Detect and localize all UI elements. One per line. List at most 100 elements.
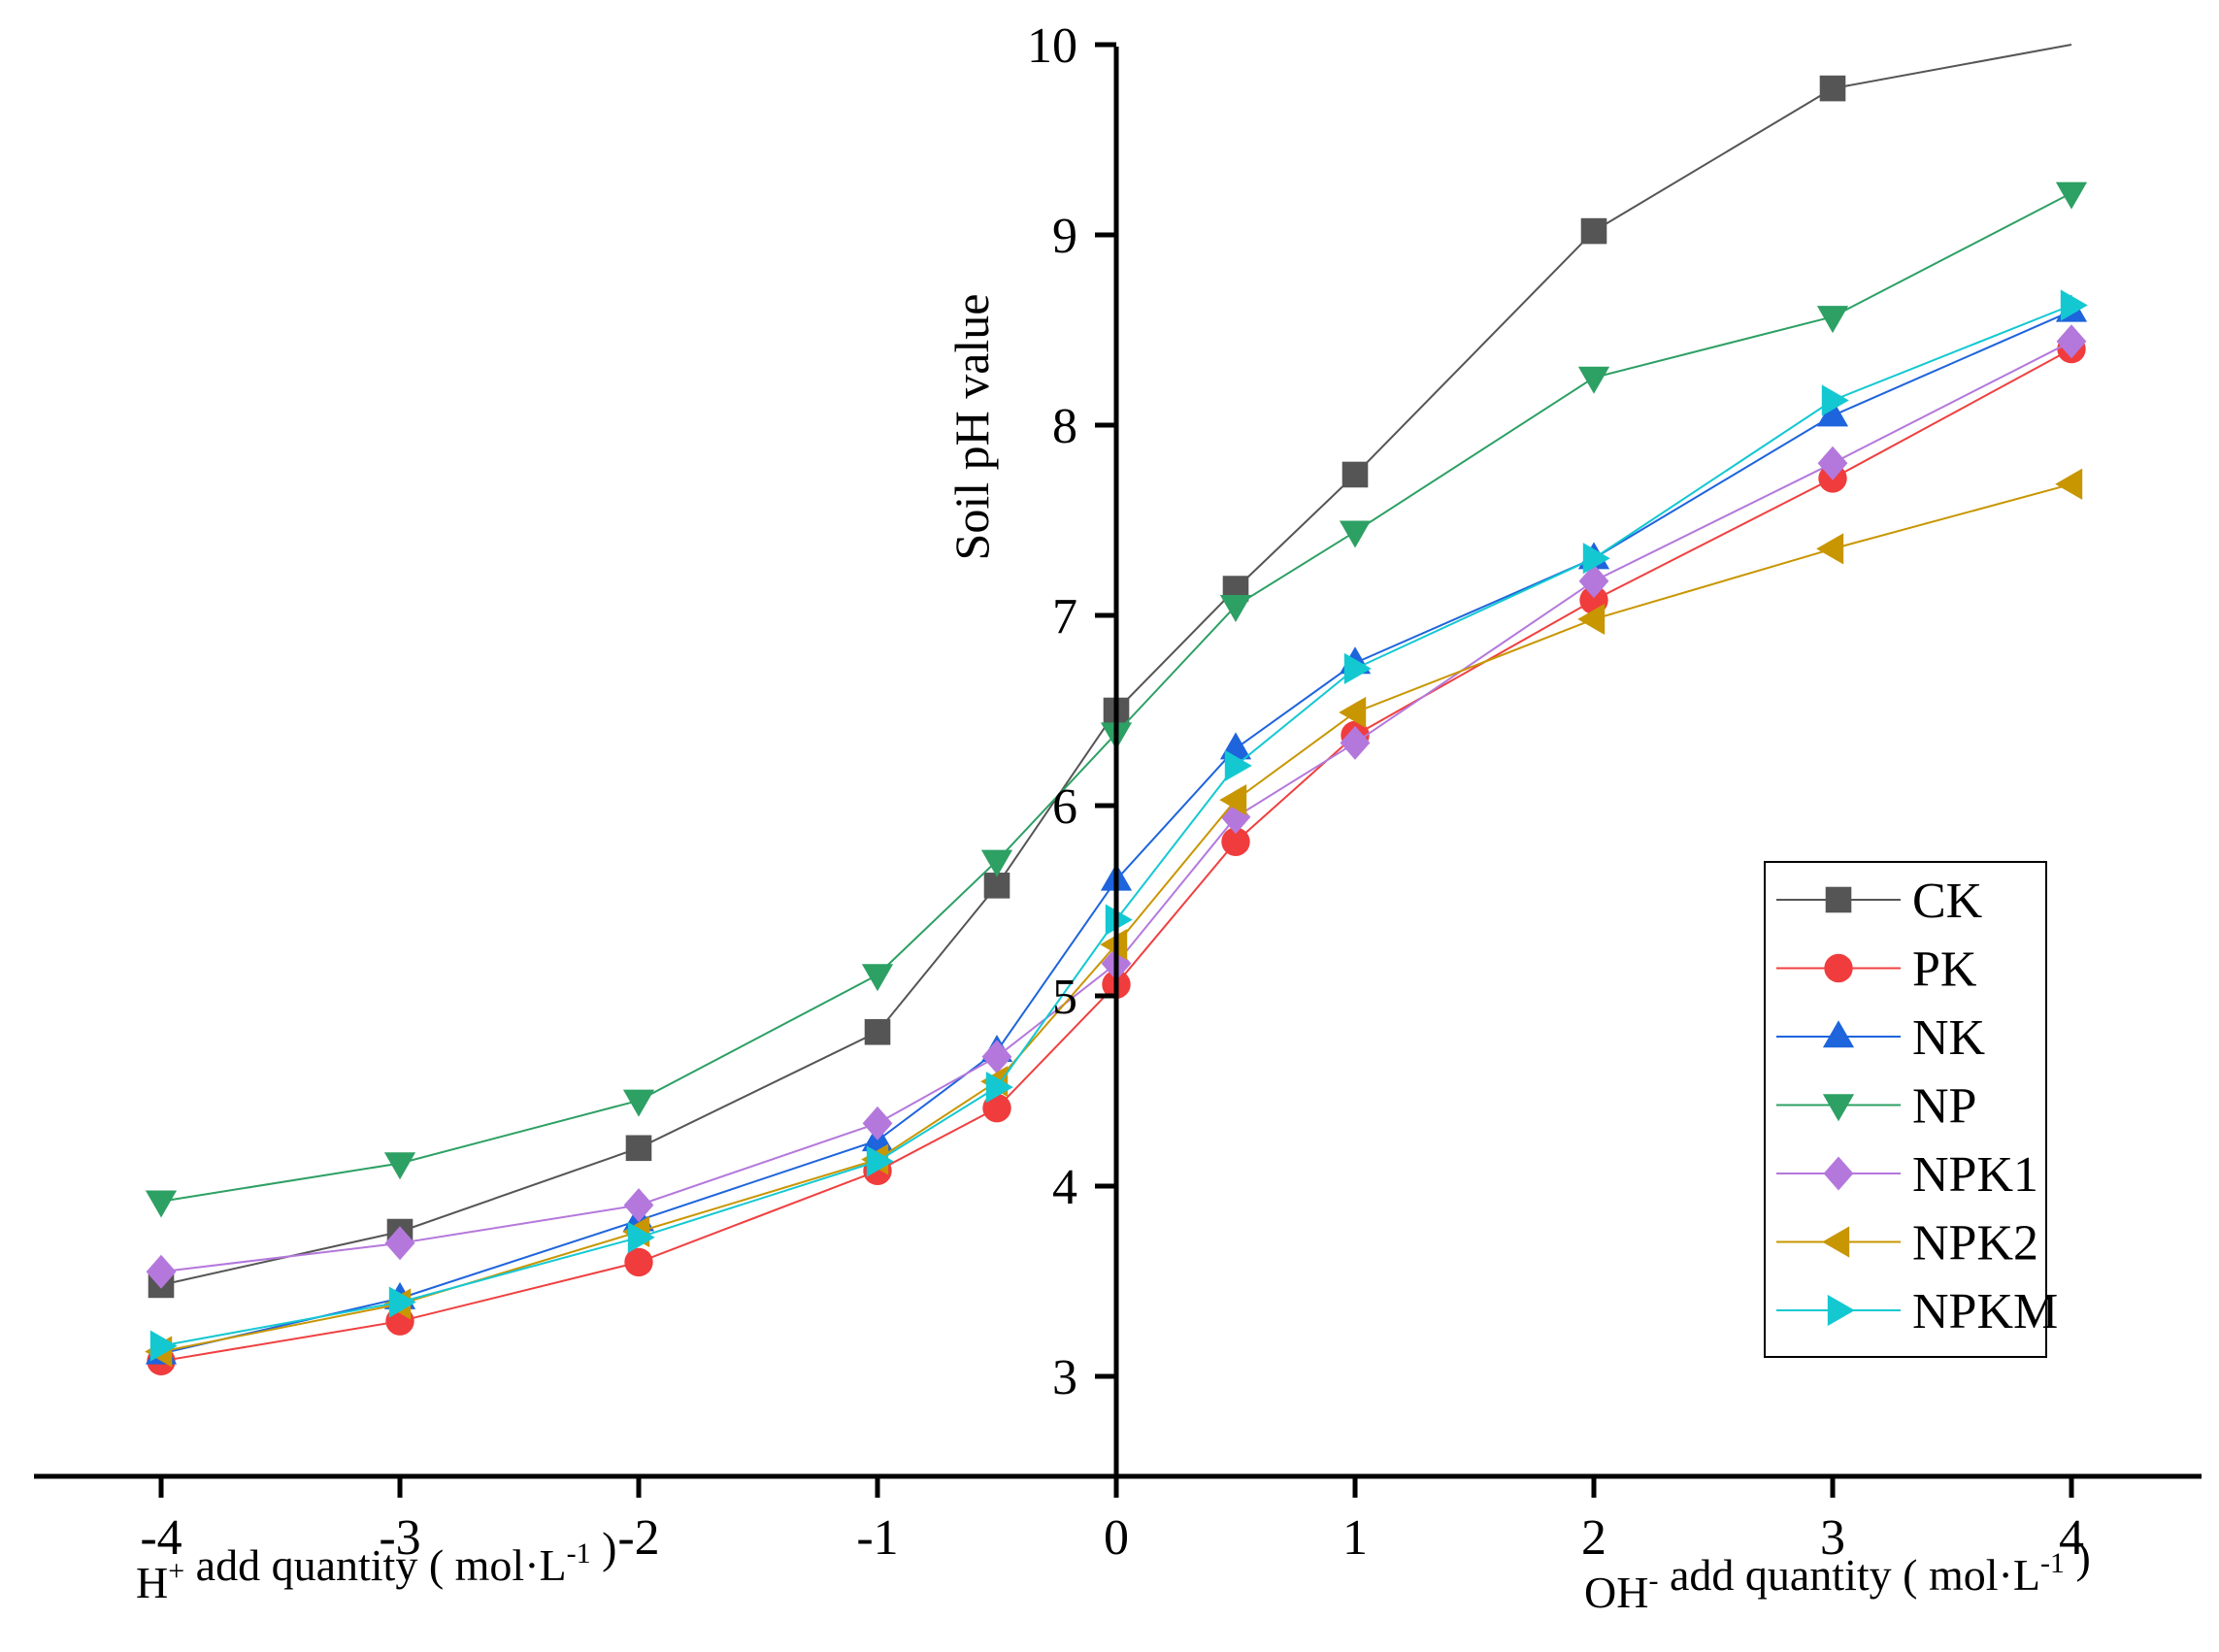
x-tick-label: -1 <box>856 1510 898 1566</box>
marker-npk2-8 <box>1577 603 1606 636</box>
marker-npk2-7 <box>1339 696 1367 729</box>
marker-npk1-0 <box>146 1254 177 1289</box>
marker-npk1-9 <box>1817 446 1848 480</box>
y-tick-label: 4 <box>1052 1160 1077 1215</box>
title-part: ) <box>591 1523 617 1572</box>
marker-npk2-5 <box>1100 928 1128 961</box>
x-tick-label: -4 <box>140 1510 182 1566</box>
marker-npkm-10 <box>2060 289 2088 321</box>
x-tick-label: -3 <box>379 1510 420 1566</box>
legend-label-np: NP <box>1912 1079 1976 1135</box>
legend-marker-pk <box>1824 953 1853 983</box>
marker-npkm-0 <box>149 1330 178 1362</box>
marker-npk1-4 <box>981 1040 1012 1074</box>
y-tick-label: 3 <box>1052 1350 1077 1405</box>
marker-np-3 <box>861 964 894 992</box>
superscript: -1 <box>567 1537 591 1569</box>
marker-np-6 <box>1219 595 1252 622</box>
legend-item-npk1: NPK1 <box>1776 1147 2038 1203</box>
legend-item-np: NP <box>1776 1079 1976 1135</box>
title-part: OH <box>1584 1568 1648 1617</box>
marker-np-7 <box>1339 520 1372 548</box>
legend-marker-npk2 <box>1822 1226 1850 1258</box>
marker-nk-6 <box>1219 732 1252 760</box>
marker-npkm-6 <box>1224 749 1252 781</box>
marker-npkm-8 <box>1582 543 1610 575</box>
legend-item-npkm: NPKM <box>1776 1284 2058 1339</box>
marker-np-8 <box>1577 366 1610 394</box>
x-tick-label: 2 <box>1581 1510 1606 1566</box>
y-tick-label: 6 <box>1052 779 1077 835</box>
marker-pk-2 <box>624 1247 653 1277</box>
marker-np-10 <box>2055 182 2088 210</box>
marker-ck-3 <box>864 1018 891 1045</box>
legend-marker-npkm <box>1827 1294 1855 1327</box>
legend-label-nk: NK <box>1912 1010 1986 1066</box>
axes-group: -4 -3 -2 -1 0 1 2 3 4 3 4 5 6 7 8 9 10 <box>34 18 2202 1566</box>
marker-ck-8 <box>1580 217 1607 245</box>
marker-np-4 <box>980 849 1013 877</box>
marker-ck-2 <box>625 1135 652 1162</box>
marker-np-0 <box>145 1190 178 1218</box>
marker-npkm-9 <box>1821 384 1849 416</box>
marker-np-9 <box>1816 306 1849 334</box>
marker-ck-9 <box>1819 75 1846 102</box>
legend-label-npk2: NPK2 <box>1912 1216 2038 1272</box>
title-part: add quantity ( mol·L <box>184 1540 566 1590</box>
y-tick-label: 8 <box>1052 399 1077 454</box>
marker-npkm-3 <box>866 1145 894 1177</box>
marker-ck-7 <box>1341 461 1369 488</box>
legend-item-ck: CK <box>1776 874 1983 929</box>
x-tick-label: 4 <box>2059 1510 2084 1566</box>
legend-label-pk: PK <box>1912 942 1977 998</box>
superscript: + <box>168 1555 184 1587</box>
legend-item-pk: PK <box>1776 942 1977 998</box>
legend: CK PK NK NP NPK1 NPK2 NPKM <box>1764 861 2058 1358</box>
legend-box <box>1764 861 2047 1358</box>
legend-item-npk2: NPK2 <box>1776 1216 2038 1272</box>
marker-npkm-2 <box>627 1221 655 1254</box>
legend-label-npkm: NPKM <box>1912 1284 2058 1339</box>
legend-marker-nk <box>1822 1020 1855 1048</box>
marker-npkm-5 <box>1105 904 1133 936</box>
marker-pk-4 <box>982 1093 1011 1123</box>
y-axis-title: Soil pH value <box>944 294 999 561</box>
marker-npk1-2 <box>623 1188 654 1223</box>
x-tick-label: 0 <box>1104 1510 1129 1566</box>
legend-marker-np <box>1822 1094 1855 1122</box>
marker-npk1-8 <box>1578 564 1609 599</box>
x-axis-title-right: OH- add quantity ( mol·L-1 ) <box>1584 1533 2091 1617</box>
y-tick-label: 5 <box>1052 970 1077 1025</box>
superscript: -1 <box>2040 1547 2065 1579</box>
marker-npkm-4 <box>985 1071 1013 1104</box>
legend-item-nk: NK <box>1776 1010 1986 1066</box>
title-part: H <box>136 1558 168 1607</box>
superscript: - <box>1648 1565 1658 1597</box>
x-tick-label: 1 <box>1342 1510 1368 1566</box>
y-tick-label: 10 <box>1027 18 1077 74</box>
legend-label-npk1: NPK1 <box>1912 1147 2038 1203</box>
marker-npk1-1 <box>384 1226 415 1261</box>
marker-pk-6 <box>1221 827 1250 856</box>
marker-npkm-1 <box>388 1286 416 1318</box>
x-tick-label: -2 <box>617 1510 659 1566</box>
marker-npk2-6 <box>1219 784 1247 816</box>
legend-marker-npk1 <box>1823 1156 1854 1191</box>
x-tick-label: 3 <box>1820 1510 1845 1566</box>
marker-npk1-10 <box>2056 324 2087 359</box>
series-group <box>145 44 2088 1376</box>
legend-marker-ck <box>1825 886 1852 913</box>
marker-npk2-10 <box>2055 468 2083 500</box>
y-tick-label: 9 <box>1052 209 1077 264</box>
legend-label-ck: CK <box>1912 874 1983 929</box>
marker-npkm-7 <box>1343 652 1372 684</box>
title-part: add quantity ( mol·L <box>1658 1550 2039 1600</box>
marker-npk2-9 <box>1816 533 1844 565</box>
marker-npk1-3 <box>862 1106 893 1140</box>
marker-np-2 <box>622 1089 655 1117</box>
x-axis-title-left: H+ add quantity ( mol·L-1 ) <box>136 1523 616 1607</box>
marker-np-1 <box>383 1152 416 1180</box>
title-part: ) <box>2065 1533 2091 1582</box>
